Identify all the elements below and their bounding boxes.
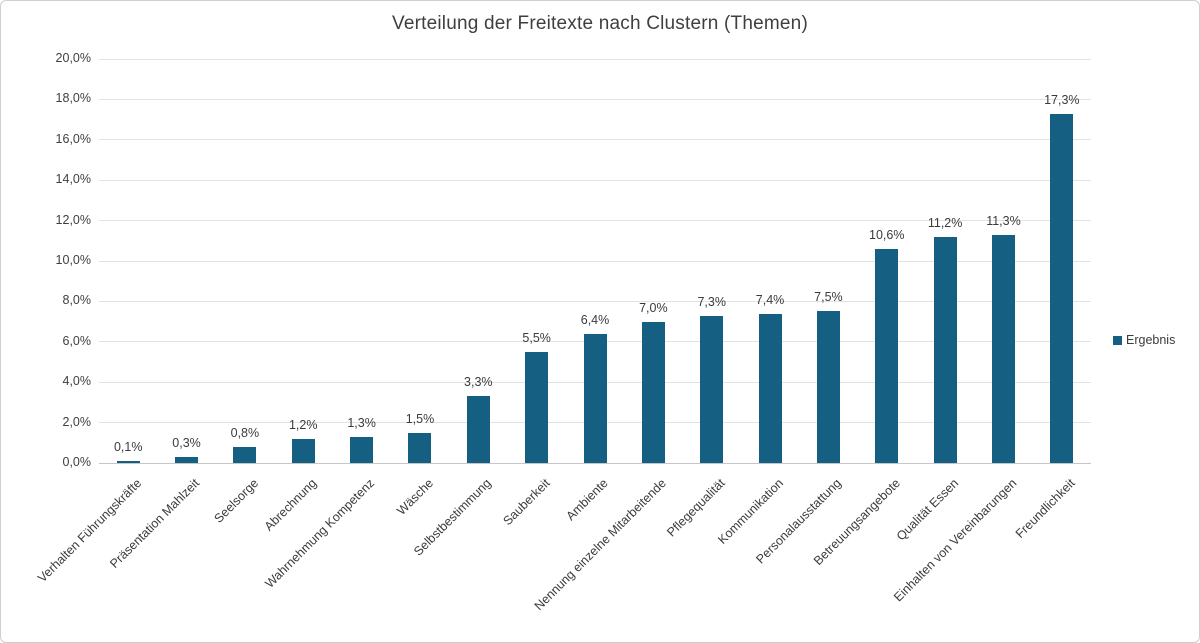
bar — [583, 334, 607, 463]
y-axis-tick-label: 6,0% — [62, 333, 92, 348]
bar-value-label: 1,5% — [405, 412, 435, 426]
bar — [350, 437, 374, 463]
bar-value-label: 7,0% — [639, 301, 668, 315]
bar-value-label: 6,4% — [580, 313, 610, 327]
y-axis-tick-label: 4,0% — [62, 374, 92, 389]
chart-title: Verteilung der Freitexte nach Clustern (… — [392, 13, 808, 34]
bar — [758, 314, 782, 463]
x-axis-label: Wäsche — [394, 476, 436, 518]
bar-value-label: 7,3% — [697, 295, 726, 309]
gridline — [99, 179, 1091, 181]
bar — [816, 311, 840, 463]
y-axis-tick-label: 10,0% — [55, 253, 91, 267]
bar — [1050, 114, 1074, 463]
gridline — [99, 260, 1091, 262]
plot-area: 0,0% 2,0% 4,0% 6,0% 8,0% 10,0% 12,0% 14,0% 16,0%… — [35, 51, 1091, 613]
x-axis-label: Ambiente — [563, 476, 611, 524]
legend-series-marker-icon — [1113, 335, 1122, 345]
bar-value-label: 5,5% — [522, 331, 551, 345]
x-axis-label: Pflegequalität — [664, 476, 728, 540]
bar-value-label: 1,2% — [288, 418, 318, 432]
y-axis-tick-label: 16,0% — [55, 131, 91, 146]
bar-value-label: 11,2% — [927, 216, 963, 230]
x-axis-label: Wahrnehmung Kompetenz — [262, 476, 378, 591]
y-axis-tick-label: 0,0% — [62, 455, 92, 469]
gridline — [99, 139, 1091, 141]
gridline — [99, 220, 1091, 222]
gridline — [99, 300, 1091, 302]
x-axis-label: Abrechnung — [261, 476, 320, 534]
y-axis-tick-label: 18,0% — [55, 91, 91, 106]
bar — [175, 457, 199, 463]
bar — [875, 249, 899, 463]
bar-value-label: 7,5% — [814, 290, 843, 304]
bar-value-label: 0,1% — [113, 440, 143, 454]
x-axis-label: Sauberkeit — [500, 476, 553, 529]
bar — [991, 235, 1015, 463]
bar — [466, 396, 490, 463]
x-axis-label: Einhalten von Vereinbarungen — [891, 476, 1020, 605]
bar-value-label: 7,4% — [755, 293, 785, 307]
x-axis-label: Seelsorge — [211, 476, 261, 526]
y-axis-tick-label: 2,0% — [62, 414, 92, 429]
bar-value-label: 10,6% — [869, 228, 905, 242]
bar — [641, 322, 665, 463]
bar — [233, 447, 257, 463]
gridline — [99, 98, 1091, 100]
x-axis-label: Freundlichkeit — [1012, 476, 1078, 541]
bar — [700, 316, 724, 463]
bar — [291, 439, 315, 463]
bar-value-label: 0,8% — [230, 426, 260, 440]
y-axis-tick-label: 14,0% — [55, 172, 91, 187]
bar-value-label: 1,3% — [347, 416, 376, 430]
bar-value-label: 11,3% — [986, 214, 1021, 228]
x-axis-label: Nennung einzelne Mitarbeitende — [532, 476, 670, 614]
gridline — [99, 58, 1091, 60]
bar — [525, 352, 549, 463]
y-axis-tick-label: 12,0% — [55, 212, 91, 227]
legend-series-label: Ergebnis — [1126, 333, 1176, 347]
bar-value-label: 17,3% — [1044, 93, 1080, 107]
y-axis-tick-label: 20,0% — [55, 51, 91, 65]
y-axis-tick-label: 8,0% — [62, 293, 92, 308]
bar — [933, 237, 957, 463]
bar — [116, 461, 140, 463]
x-axis-label: Verhalten Führungskräfte — [34, 476, 145, 586]
legend: Ergebnis — [1113, 333, 1175, 347]
bar — [408, 433, 432, 463]
bar-value-label: 0,3% — [172, 436, 201, 450]
bar-value-label: 3,3% — [464, 375, 493, 389]
x-axis-line — [99, 462, 1091, 464]
